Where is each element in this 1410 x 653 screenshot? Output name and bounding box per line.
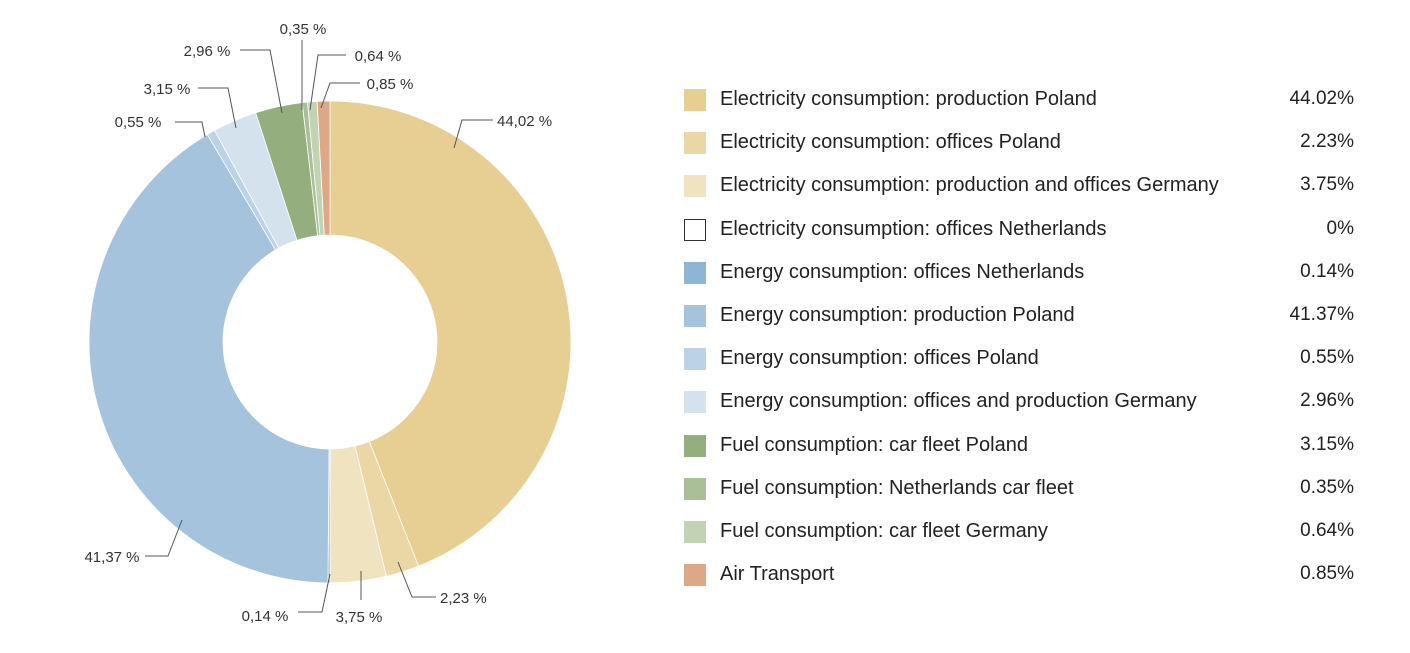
legend-swatch [684, 391, 706, 414]
legend-swatch [684, 304, 706, 327]
legend-value: 0.55% [1300, 347, 1354, 369]
legend-swatch [684, 132, 706, 155]
legend-value: 0.64% [1300, 519, 1354, 541]
legend-item: Fuel consumption: car fleet Germany 0.64% [684, 512, 1354, 555]
donut-slice [329, 100, 572, 567]
legend-item: Energy consumption: offices Netherlands 0… [684, 253, 1354, 296]
legend-swatch [684, 434, 706, 457]
callout-leader-line [145, 519, 183, 557]
legend-item: Electricity consumption: offices Poland 2… [684, 123, 1354, 166]
legend-item: Energy consumption: offices and producti… [684, 382, 1354, 425]
slice-callout-label: 2,23 % [440, 590, 487, 607]
legend-item: Electricity consumption: offices Netherl… [684, 210, 1354, 253]
legend-value: 0.14% [1300, 260, 1354, 282]
slice-callout-label: 0,35 % [280, 21, 327, 38]
legend-value: 0.85% [1300, 563, 1354, 585]
legend-item: Electricity consumption: production and … [684, 166, 1354, 209]
legend-item: Energy consumption: offices Poland 0.55% [684, 339, 1354, 382]
slice-callout-label: 0,64 % [355, 48, 402, 65]
legend-value: 0% [1326, 217, 1354, 239]
legend-swatch [684, 520, 706, 543]
slice-callout-label: 41,37 % [84, 549, 139, 566]
callout-leader-line [298, 573, 331, 613]
slice-callout-label: 44,02 % [497, 113, 552, 130]
legend-label: Electricity consumption: production and … [720, 174, 1219, 197]
legend-label: Electricity consumption: offices Netherl… [720, 217, 1107, 240]
legend-value: 3.75% [1300, 174, 1354, 196]
donut-slice [316, 100, 331, 236]
callout-leader-line [397, 561, 436, 598]
callout-leader-line [320, 82, 360, 109]
legend-value: 3.15% [1300, 433, 1354, 455]
slice-callout-label: 2,96 % [184, 43, 231, 60]
legend-value: 44.02% [1289, 88, 1354, 109]
legend-label: Energy consumption: offices Poland [720, 347, 1039, 370]
legend-swatch [684, 348, 706, 371]
legend-label: Energy consumption: offices Netherlands [720, 260, 1085, 283]
legend-value: 41.37% [1289, 303, 1354, 325]
legend-swatch [684, 477, 706, 500]
legend-swatch [684, 175, 706, 198]
legend-label: Fuel consumption: car fleet Germany [720, 519, 1048, 542]
callout-leader-line [309, 54, 346, 111]
legend-swatch [684, 218, 706, 241]
callout-leader-line [175, 121, 206, 138]
chart-legend: Electricity consumption: production Pola… [684, 80, 1354, 598]
slice-callout-label: 0,14 % [242, 608, 289, 625]
legend-label: Electricity consumption: offices Poland [720, 131, 1061, 154]
donut-chart: 44,02 % 2,23 % 3,75 % 0,14 % 41,37 % 0,55 % 3,… [84, 21, 572, 626]
legend-label: Electricity consumption: production Pola… [720, 88, 1097, 110]
callout-leader-line [240, 49, 283, 114]
legend-value: 0.35% [1300, 476, 1354, 498]
legend-item: Fuel consumption: Netherlands car fleet 0… [684, 469, 1354, 512]
slice-callout-label: 3,15 % [144, 81, 191, 98]
legend-label: Fuel consumption: car fleet Poland [720, 433, 1028, 456]
slice-callout-label: 0,55 % [115, 114, 162, 131]
legend-item: Energy consumption: production Poland 41.… [684, 296, 1354, 339]
legend-value: 2.96% [1300, 390, 1354, 412]
slice-callout-label: 0,85 % [367, 76, 414, 93]
legend-label: Fuel consumption: Netherlands car fleet [720, 476, 1074, 499]
legend-label: Energy consumption: production Poland [720, 303, 1075, 326]
legend-label: Energy consumption: offices and producti… [720, 390, 1197, 413]
donut-slice [88, 134, 330, 584]
legend-item: Air Transport 0.85% [684, 555, 1354, 598]
legend-item: Fuel consumption: car fleet Poland 3.15% [684, 426, 1354, 469]
legend-swatch [684, 564, 706, 587]
legend-swatch [684, 261, 706, 284]
legend-item: Electricity consumption: production Pola… [684, 80, 1354, 123]
legend-value: 2.23% [1300, 131, 1354, 153]
legend-swatch [684, 89, 706, 111]
slice-callout-label: 3,75 % [336, 609, 383, 626]
callout-leader-line [453, 119, 493, 149]
legend-label: Air Transport [720, 563, 835, 586]
callout-leader-line [198, 87, 237, 129]
